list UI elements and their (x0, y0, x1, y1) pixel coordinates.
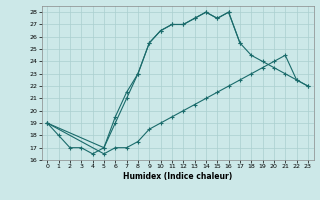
X-axis label: Humidex (Indice chaleur): Humidex (Indice chaleur) (123, 172, 232, 181)
